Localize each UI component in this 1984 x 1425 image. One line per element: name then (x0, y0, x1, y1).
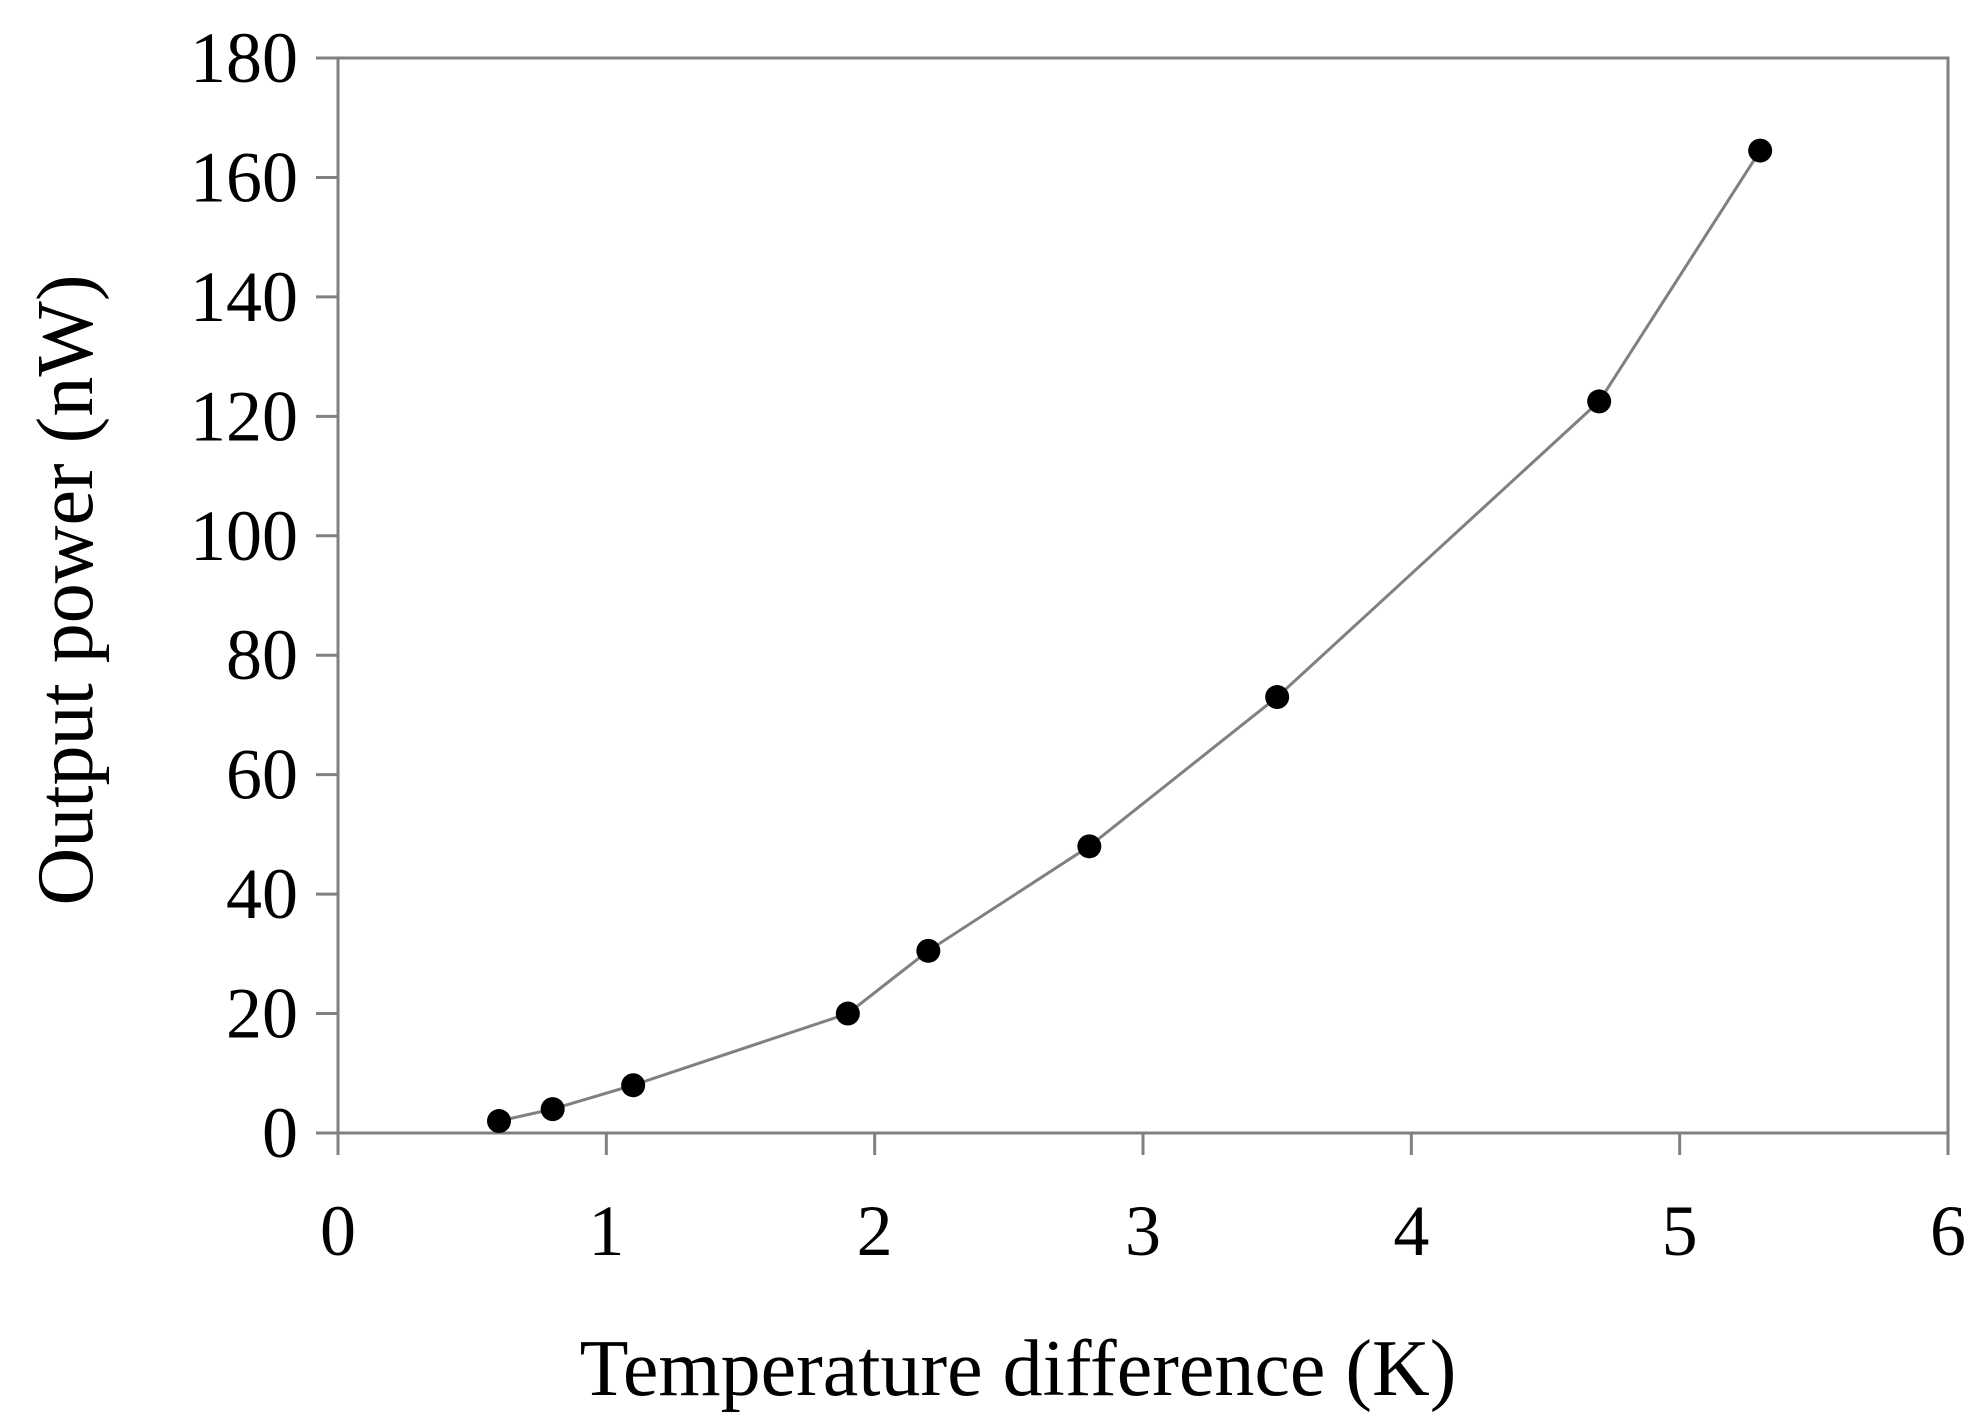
data-point (1265, 685, 1290, 710)
data-point (621, 1073, 646, 1098)
x-tick-label: 2 (857, 1191, 893, 1271)
data-point (835, 1001, 860, 1026)
y-axis-ticks: 0 20 40 60 80 100 120 140 160 180 (190, 18, 338, 1173)
y-tick-label: 160 (190, 137, 298, 217)
data-point (1077, 834, 1102, 859)
y-axis-title: Output power (nW) (22, 275, 110, 906)
y-tick-label: 0 (262, 1093, 298, 1173)
series-layer (487, 138, 1773, 1134)
x-tick-label: 4 (1393, 1191, 1429, 1271)
x-tick-label: 1 (588, 1191, 624, 1271)
x-axis-title: Temperature difference (K) (580, 1325, 1457, 1413)
x-tick-label: 5 (1662, 1191, 1698, 1271)
plot-border (336, 56, 1950, 1135)
data-point (1748, 138, 1773, 163)
y-tick-label: 180 (190, 18, 298, 98)
x-tick-label: 3 (1125, 1191, 1161, 1271)
y-tick-label: 80 (226, 615, 298, 695)
x-tick-label: 6 (1930, 1191, 1966, 1271)
x-axis-ticks: 0 1 2 3 4 5 6 (320, 1133, 1966, 1271)
y-tick-label: 140 (190, 257, 298, 337)
x-tick-label: 0 (320, 1191, 356, 1271)
data-point (1587, 389, 1612, 414)
data-point (916, 938, 941, 963)
data-point (540, 1097, 565, 1122)
data-point (487, 1109, 511, 1134)
y-tick-label: 60 (226, 735, 298, 815)
y-tick-label: 40 (226, 854, 298, 934)
y-tick-label: 100 (190, 496, 298, 576)
y-tick-label: 20 (226, 974, 298, 1054)
y-tick-label: 120 (190, 376, 298, 456)
series-line (498, 149, 1762, 1123)
plot-frame (336, 56, 1950, 1135)
